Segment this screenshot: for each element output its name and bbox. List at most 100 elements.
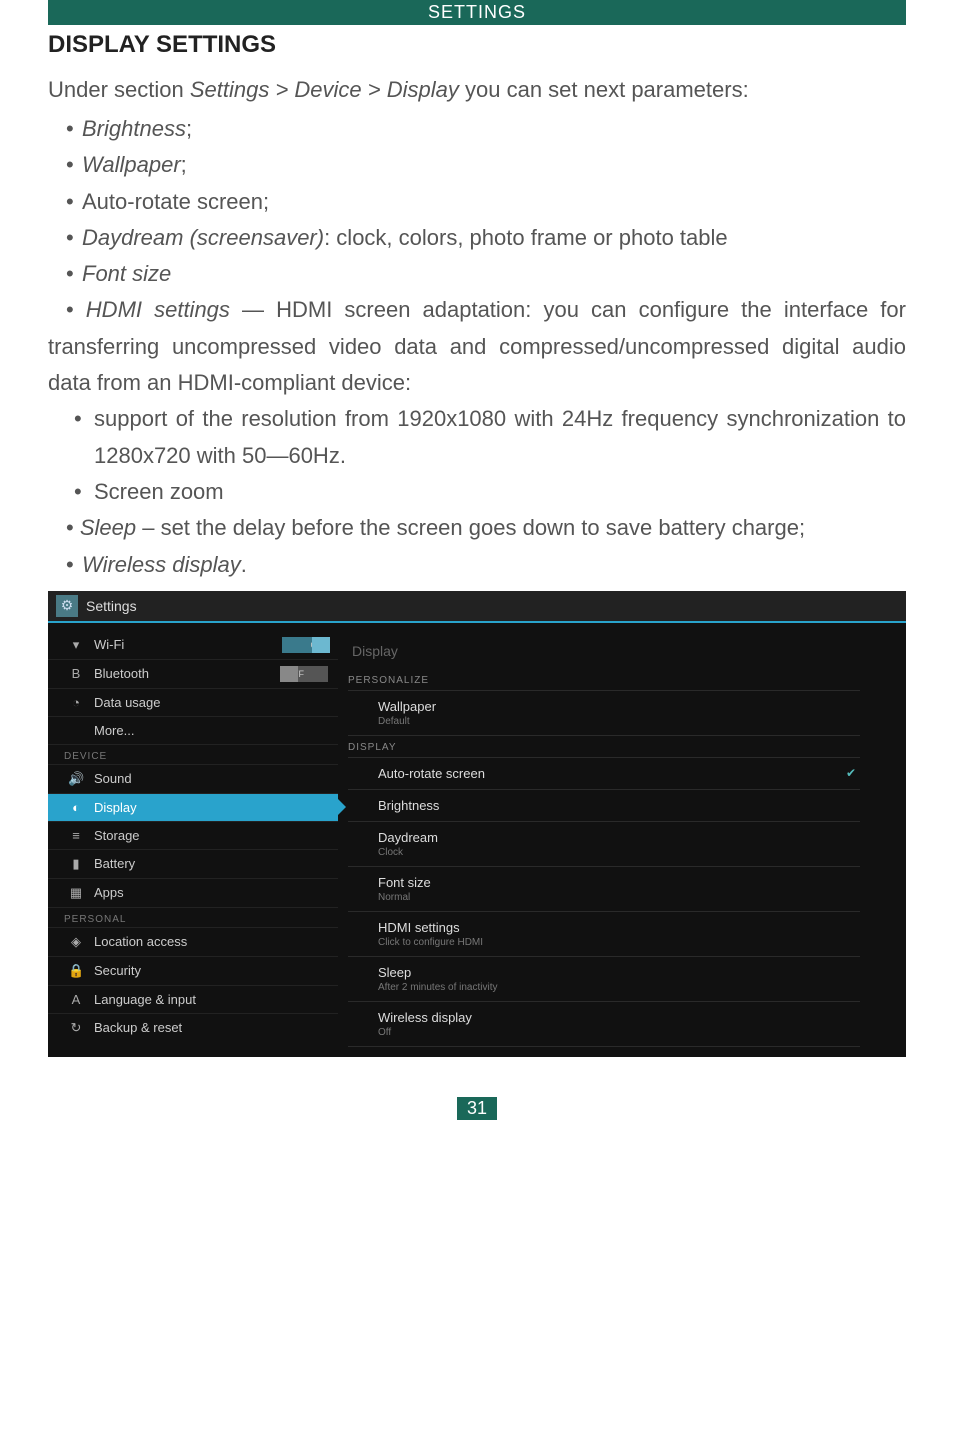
item-sublabel: Clock [378,847,860,858]
sidebar-item-label: Wi-Fi [94,637,124,652]
settings-body: ▾ Wi-Fi ON B Bluetooth OFF ◔ Data usage … [48,623,906,1057]
sub-bullet-list: support of the resolution from 1920x1080… [48,401,906,510]
sound-icon: 🔊 [68,771,84,787]
item-wallpaper[interactable]: Wallpaper Default [348,691,860,736]
sub-bullet-text: support of the resolution from 1920x1080… [94,406,906,467]
android-settings-screenshot: ⚙ Settings ▾ Wi-Fi ON B Bluetooth OFF ◔ … [48,591,906,1057]
item-fontsize[interactable]: Font size Normal [348,867,860,912]
sidebar-category-device: DEVICE [48,745,338,765]
sidebar-item-label: Battery [94,856,135,871]
item-sublabel: Normal [378,892,860,903]
sidebar-item-more[interactable]: More... [48,717,338,745]
group-personalize: PERSONALIZE [348,669,860,691]
item-sleep[interactable]: Sleep After 2 minutes of inactivity [348,957,860,1002]
section-title: DISPLAY SETTINGS [48,31,906,59]
bullet-rest: : clock, colors, photo frame or photo ta… [324,225,728,250]
page-number: 31 [457,1097,497,1120]
sidebar-item-security[interactable]: 🔒 Security [48,957,338,986]
battery-icon: ▮ [68,856,84,872]
apps-icon: ▦ [68,885,84,901]
bullet-autorotate: Auto-rotate screen; [66,184,906,220]
bullet-daydream: Daydream (screensaver): clock, colors, p… [66,220,906,256]
item-autorotate[interactable]: Auto-rotate screen ✔ [348,758,860,790]
bluetooth-toggle[interactable]: OFF [282,666,328,682]
bluetooth-icon: B [68,666,84,681]
item-sublabel: Click to configure HDMI [378,937,860,948]
item-label: Wallpaper [378,699,860,714]
bullet-label: Wireless display [82,552,241,577]
item-hdmi[interactable]: HDMI settings Click to configure HDMI [348,912,860,957]
bullet-wallpaper: Wallpaper; [66,147,906,183]
item-daydream[interactable]: Daydream Clock [348,822,860,867]
bullet-brightness: Brightness; [66,111,906,147]
sidebar-item-sound[interactable]: 🔊 Sound [48,765,338,794]
intro-text: you can set next parameters: [459,77,749,102]
bullet-label: Daydream (screensaver) [82,225,324,250]
bullet-label: Wallpaper [82,152,181,177]
bullet-label: Font size [82,261,171,286]
sidebar-item-label: Language & input [94,992,196,1007]
settings-app-icon: ⚙ [56,595,78,617]
bullet-list: Brightness; Wallpaper; Auto-rotate scree… [48,111,906,292]
intro-path: Settings > Device > Display [190,77,459,102]
punct: ; [186,116,192,141]
item-label: Wireless display [378,1010,860,1025]
wifi-toggle[interactable]: ON [282,637,328,653]
sidebar-item-label: Storage [94,828,140,843]
item-sublabel: After 2 minutes of inactivity [378,982,860,993]
settings-detail-panel: Display PERSONALIZE Wallpaper Default DI… [338,623,906,1057]
item-label: Font size [378,875,860,890]
bullet-fontsize: Font size [66,256,906,292]
panel-title: Display [348,633,860,669]
bullet-hdmi-block: • HDMI settings — HDMI screen adaptation… [48,292,906,401]
bullet-label: Auto-rotate screen; [82,189,269,214]
bullet-wireless: Wireless display. [66,547,906,583]
location-icon: ◈ [68,934,84,950]
item-label: HDMI settings [378,920,860,935]
item-label: Auto-rotate screen [378,766,860,781]
sidebar-item-backup[interactable]: ↻ Backup & reset [48,1014,338,1042]
backup-icon: ↻ [68,1020,84,1036]
intro-paragraph: Under section Settings > Device > Displa… [48,77,906,103]
data-usage-icon: ◔ [68,695,84,710]
sidebar-item-label: Sound [94,771,132,786]
sidebar-item-label: Backup & reset [94,1020,182,1035]
sidebar-item-apps[interactable]: ▦ Apps [48,879,338,908]
item-label: Sleep [378,965,860,980]
bullet-label: Brightness [82,116,186,141]
sub-bullet-zoom: Screen zoom [74,474,906,510]
bullet-marker: • [48,297,86,322]
sidebar-item-location[interactable]: ◈ Location access [48,928,338,957]
bullet-rest: – set the delay before the screen goes d… [136,515,805,540]
checkbox-checked-icon[interactable]: ✔ [846,766,856,780]
sidebar-item-label: Bluetooth [94,666,149,681]
sidebar-item-storage[interactable]: ≡ Storage [48,822,338,850]
bullet-sleep-block: • Sleep – set the delay before the scree… [48,510,906,546]
bullet-marker: • [48,515,80,540]
item-label: Daydream [378,830,860,845]
item-wireless-display[interactable]: Wireless display Off [348,1002,860,1047]
group-display: DISPLAY [348,736,860,758]
window-title: Settings [86,598,137,614]
item-brightness[interactable]: Brightness [348,790,860,822]
storage-icon: ≡ [68,828,84,843]
punct: ; [181,152,187,177]
bullet-label: Sleep [80,515,136,540]
sub-bullet-text: Screen zoom [94,479,224,504]
sidebar-item-label: More... [94,723,134,738]
sidebar-category-personal: PERSONAL [48,908,338,928]
sidebar-item-label: Location access [94,934,187,949]
page-content: DISPLAY SETTINGS Under section Settings … [0,25,954,583]
sidebar-item-language[interactable]: A Language & input [48,986,338,1014]
sidebar-item-battery[interactable]: ▮ Battery [48,850,338,879]
item-sublabel: Off [378,1027,860,1038]
sidebar-item-wifi[interactable]: ▾ Wi-Fi ON [48,631,338,660]
sidebar-item-label: Apps [94,885,124,900]
sidebar-item-datausage[interactable]: ◔ Data usage [48,689,338,717]
sidebar-item-display[interactable]: ◐ Display [48,794,338,822]
wifi-icon: ▾ [68,637,84,653]
sidebar-item-bluetooth[interactable]: B Bluetooth OFF [48,660,338,689]
settings-sidebar: ▾ Wi-Fi ON B Bluetooth OFF ◔ Data usage … [48,623,338,1057]
language-icon: A [68,992,84,1007]
window-titlebar: ⚙ Settings [48,591,906,623]
